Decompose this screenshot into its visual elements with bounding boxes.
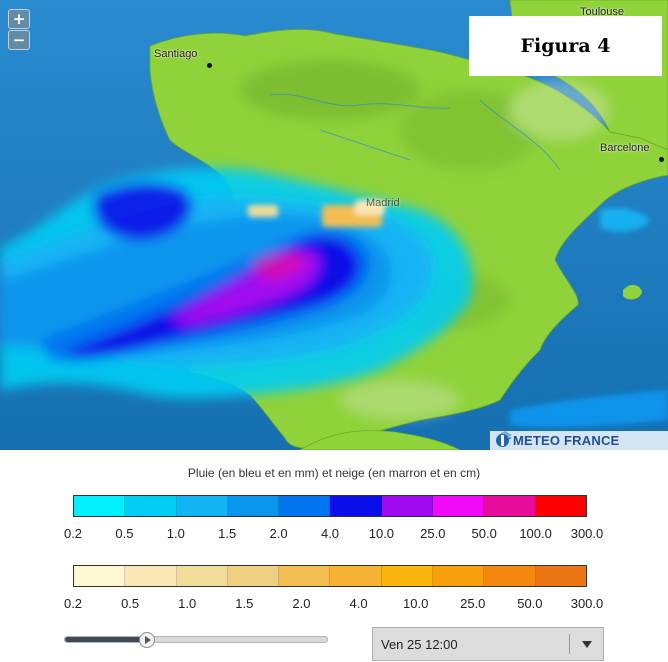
snow-scale-tick-label: 1.0 <box>178 596 197 611</box>
snow-scale-tick-label: 0.5 <box>121 596 140 611</box>
rain-scale-swatch <box>125 496 177 516</box>
city-label-barcelone: Barcelone <box>600 142 650 154</box>
land-mallorca <box>623 284 642 300</box>
snow-scale-swatch <box>535 566 586 586</box>
rain-scale-tick-label: 100.0 <box>519 526 552 541</box>
rain-scale-tick-label: 4.0 <box>320 526 340 541</box>
time-select-value: Ven 25 12:00 <box>381 637 458 652</box>
rain-scale-tick-label: 10.0 <box>368 526 395 541</box>
city-label-madrid: Madrid <box>366 197 400 209</box>
meteo-france-mark-icon <box>496 434 509 447</box>
rain-scale-tick-label: 2.0 <box>269 526 288 541</box>
rain-scale-swatch <box>176 496 228 516</box>
rain-scale-tick-label: 300.0 <box>570 526 604 541</box>
snow-scale-tick-label: 10.0 <box>403 596 429 611</box>
snow-scale-swatch <box>125 566 177 586</box>
meteo-france-logo[interactable]: METEO FRANCE <box>490 431 668 450</box>
city-label-toulouse: Toulouse <box>580 6 625 18</box>
snow-scale-tick-label: 4.0 <box>349 596 368 611</box>
snow-scale-swatch <box>381 566 434 586</box>
meteo-france-logo-text: METEO FRANCE <box>513 433 620 448</box>
zoom-in-button[interactable]: + <box>8 9 30 29</box>
rain-scale-tick-label: 50.0 <box>471 526 497 541</box>
zoom-out-button[interactable]: − <box>8 30 30 50</box>
rain-color-scale <box>73 495 587 517</box>
timeline-slider-fill <box>65 637 147 642</box>
snow-scale-swatch <box>176 566 228 586</box>
snow-scale-swatch <box>279 566 331 586</box>
snow-scale-tick-label: 50.0 <box>517 596 543 611</box>
chevron-down-icon[interactable] <box>582 641 592 648</box>
snow-overlay <box>248 200 385 227</box>
timeline-slider-handle[interactable] <box>139 632 156 648</box>
rain-scale-tick-label: 1.0 <box>166 526 185 541</box>
time-select[interactable]: Ven 25 12:00 <box>372 627 604 661</box>
rain-scale-swatch <box>330 496 382 516</box>
rain-scale-swatch <box>279 496 331 516</box>
rain-scale-swatch <box>74 496 126 516</box>
rain-scale-swatch <box>227 496 280 516</box>
figure-label: Figura 4 <box>469 16 662 76</box>
city-marker-barcelone <box>659 157 664 162</box>
snow-scale-tick-label: 300.0 <box>570 596 604 611</box>
rain-scale-swatch <box>535 496 586 516</box>
rain-scale-swatch <box>381 496 434 516</box>
snow-scale-swatch <box>330 566 382 586</box>
snow-scale-tick-label: 25.0 <box>460 596 486 611</box>
snow-scale-swatch <box>227 566 280 586</box>
legend-title: Pluie (en bleu et en mm) et neige (en ma… <box>187 466 481 480</box>
weather-map[interactable]: + − Santiago Madrid Barcelone Toulouse F… <box>0 0 668 450</box>
time-select-divider <box>569 634 570 654</box>
snow-scale-swatch <box>433 566 485 586</box>
rain-scale-swatch <box>433 496 485 516</box>
rain-scale-tick-label: 0.2 <box>63 526 83 541</box>
snow-scale-tick-label: 0.2 <box>63 596 83 611</box>
city-marker-santiago <box>207 63 212 68</box>
rain-scale-tick-label: 0.5 <box>115 526 134 541</box>
snow-scale-tick-label: 1.5 <box>235 596 254 611</box>
city-label-santiago: Santiago <box>154 48 198 60</box>
snow-scale-tick-label: 2.0 <box>292 596 311 611</box>
rain-scale-tick-label: 25.0 <box>420 526 446 541</box>
rain-scale-swatch <box>484 496 536 516</box>
rain-scale-tick-label: 1.5 <box>218 526 237 541</box>
snow-color-scale <box>73 565 587 587</box>
snow-scale-swatch <box>484 566 536 586</box>
rivers <box>269 93 561 171</box>
snow-scale-swatch <box>74 566 126 586</box>
timeline-slider[interactable] <box>64 632 328 648</box>
land-africa <box>299 430 461 450</box>
precipitation-overlay <box>0 168 668 428</box>
